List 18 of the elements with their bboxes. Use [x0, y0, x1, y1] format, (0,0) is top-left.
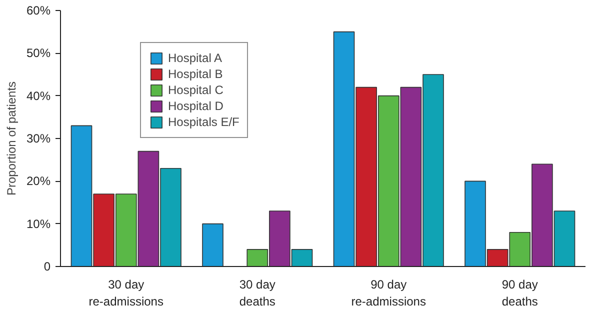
x-tick-label: 30 day re-admissions — [88, 278, 164, 308]
x-tick-label: 90 day re-admissions — [351, 278, 426, 308]
y-tick-label: 50% — [26, 46, 51, 60]
y-tick-label: 60% — [26, 4, 51, 18]
y-tick-label: 40% — [26, 88, 51, 103]
y-tick-label: 20% — [26, 174, 51, 188]
legend-label: Hospital C — [168, 83, 224, 97]
y-tick-label: 0 — [44, 260, 51, 274]
x-tick-label: 90 day deaths — [502, 278, 538, 308]
y-axis-title: Proportion of patients — [4, 81, 18, 196]
legend-label: Hospitals E/F — [168, 115, 240, 129]
x-tick-label: 30 day deaths — [239, 278, 276, 308]
y-tick-label: 10% — [26, 216, 51, 231]
legend-label: Hospital B — [168, 67, 223, 81]
bar — [202, 223, 224, 266]
y-tick-label: 30% — [26, 132, 51, 146]
legend-label: Hospital A — [168, 51, 222, 65]
legend-label: Hospital D — [168, 99, 224, 113]
